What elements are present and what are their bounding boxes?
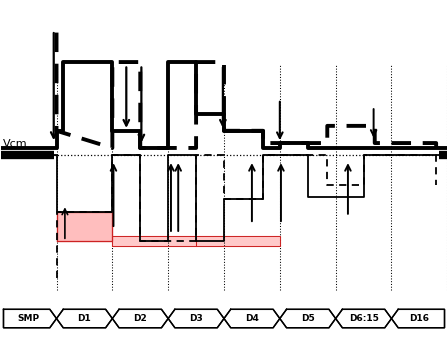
Text: D5: D5: [301, 314, 314, 323]
Polygon shape: [280, 309, 336, 328]
Polygon shape: [224, 309, 280, 328]
Polygon shape: [168, 309, 224, 328]
Text: D6:15: D6:15: [349, 314, 379, 323]
Polygon shape: [336, 309, 392, 328]
Polygon shape: [56, 212, 112, 241]
Polygon shape: [56, 309, 112, 328]
Text: D4: D4: [245, 314, 259, 323]
Text: Vcm: Vcm: [3, 139, 28, 149]
Polygon shape: [196, 236, 280, 246]
Text: D1: D1: [78, 314, 91, 323]
Polygon shape: [112, 236, 196, 246]
Text: SMP: SMP: [17, 314, 40, 323]
Polygon shape: [112, 309, 168, 328]
Text: D3: D3: [189, 314, 203, 323]
Text: D2: D2: [134, 314, 147, 323]
Polygon shape: [392, 309, 444, 328]
Text: D16: D16: [409, 314, 429, 323]
Polygon shape: [4, 309, 56, 328]
